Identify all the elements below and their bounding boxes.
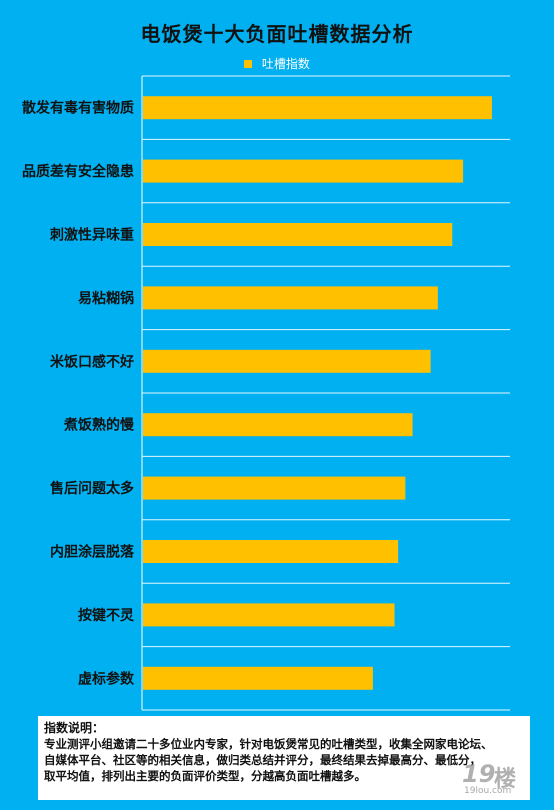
note-title: 指数说明：: [44, 721, 105, 735]
chart-legend: 吐槽指数: [0, 55, 554, 72]
category-label-6: 煮饭熟的慢: [63, 417, 135, 434]
category-label-9: 按键不灵: [78, 607, 135, 624]
category-label-8: 内胆涂层脱落: [50, 544, 135, 561]
bar-chart: 散发有毒有害物质品质差有安全隐患刺激性异味重易粘糊锅米饭口感不好煮饭熟的慢售后问…: [22, 75, 510, 711]
bar-9: [143, 603, 395, 627]
note-line-3: 取平均值，排列出主要的负面评价类型，分越高负面吐槽越多。: [44, 769, 366, 783]
bar-6: [143, 413, 413, 437]
category-label-7: 售后问题太多: [49, 480, 134, 497]
bar-1: [143, 96, 492, 120]
watermark-logo: 19 楼 19lou.com: [456, 760, 536, 796]
index-note: 指数说明： 专业测评小组邀请二十多位业内专家，针对电饭煲常见的吐槽类型，收集全网…: [38, 716, 530, 800]
note-line-1: 专业测评小组邀请二十多位业内专家，针对电饭煲常见的吐槽类型，收集全网家电论坛、: [44, 737, 493, 751]
category-label-1: 散发有毒有害物质: [22, 100, 134, 117]
legend-label: 吐槽指数: [261, 57, 310, 71]
category-label-2: 品质差有安全隐患: [22, 163, 134, 180]
bar-3: [143, 223, 453, 246]
bar-10: [143, 666, 373, 690]
category-label-4: 易粘糊锅: [78, 290, 134, 307]
bar-2: [143, 159, 464, 183]
bar-8: [143, 540, 399, 563]
watermark-char: 楼: [494, 767, 517, 792]
bar-7: [143, 476, 406, 500]
watermark-url: 19lou.com: [464, 786, 512, 796]
legend-swatch: [244, 59, 253, 68]
category-label-3: 刺激性异味重: [50, 227, 134, 244]
category-label-5: 米饭口感不好: [50, 353, 134, 370]
bar-5: [143, 349, 431, 373]
chart-title: 电饭煲十大负面吐槽数据分析: [140, 22, 414, 46]
bar-4: [143, 286, 438, 310]
note-line-2: 自媒体平台、社区等的相关信息，做归类总结并评分，最终结果去掉最高分、最低分，: [44, 753, 481, 767]
category-label-10: 虚标参数: [78, 670, 135, 687]
watermark-number: 19: [462, 760, 496, 788]
